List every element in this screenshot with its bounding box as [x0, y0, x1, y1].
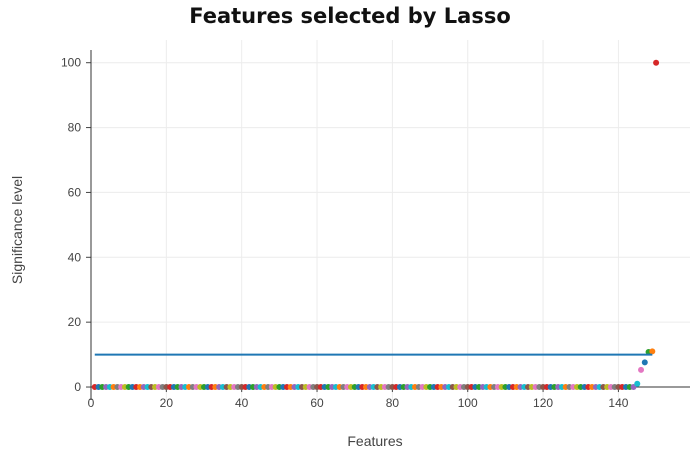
data-point	[641, 359, 648, 366]
y-tick-label: 100	[61, 56, 81, 70]
y-tick-label: 60	[68, 185, 82, 199]
chart-title: Features selected by Lasso	[189, 4, 511, 28]
x-tick-label: 20	[160, 396, 174, 410]
x-tick-label: 120	[533, 396, 553, 410]
data-point	[634, 380, 641, 387]
tick-labels: 0 20 40 60 80 100 120 140 0 20 40 60 80 100	[61, 56, 629, 410]
data-point	[649, 348, 656, 355]
data-points	[91, 59, 660, 391]
data-point	[638, 366, 645, 373]
y-tick-label: 80	[68, 121, 82, 135]
x-tick-label: 80	[386, 396, 400, 410]
axes	[86, 50, 690, 400]
x-tick-label: 0	[88, 396, 95, 410]
gridlines	[91, 40, 690, 400]
y-tick-label: 40	[68, 250, 82, 264]
y-tick-label: 0	[74, 380, 81, 394]
x-tick-label: 140	[608, 396, 628, 410]
x-tick-label: 100	[458, 396, 478, 410]
data-point	[653, 59, 660, 66]
y-tick-label: 20	[68, 315, 82, 329]
y-axis-label: Significance level	[9, 176, 25, 284]
x-tick-label: 60	[310, 396, 324, 410]
x-tick-label: 40	[235, 396, 249, 410]
x-axis-label: Features	[347, 433, 402, 449]
